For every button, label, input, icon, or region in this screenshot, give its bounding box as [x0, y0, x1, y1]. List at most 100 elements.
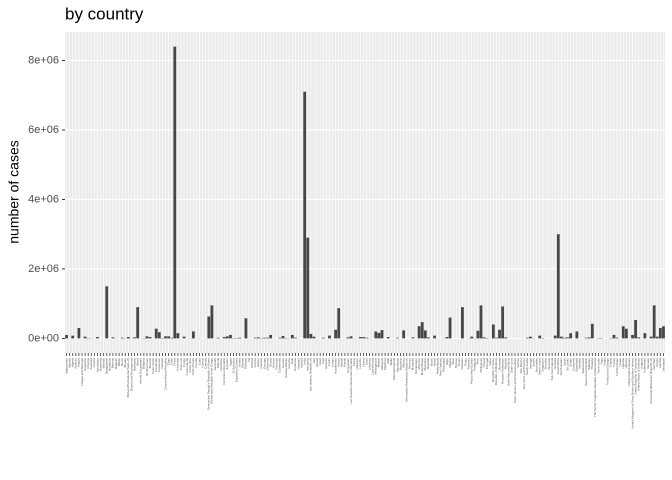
x-tick-label: Guatemala [278, 358, 282, 373]
bar [154, 328, 158, 339]
bar [615, 337, 619, 339]
x-tick-label: Namibia [426, 358, 430, 369]
bar [210, 305, 214, 339]
bar [176, 333, 180, 339]
x-tick-label: Monaco [408, 358, 412, 369]
x-tick-label: Bosnia and Herzegovina [129, 358, 133, 391]
x-tick-label: Poland [482, 358, 486, 368]
x-tick-label: Iraq [312, 358, 316, 364]
bar [566, 337, 569, 339]
x-tick-label: Netherlands [435, 358, 439, 375]
x-tick-label: Saint Vincent and the Grenadines [513, 358, 517, 403]
x-tick-label: Bahamas [98, 358, 102, 371]
x-tick-label: Trinidad and Tobago [606, 358, 610, 386]
x-tick-label: Kyrgyzstan [346, 358, 350, 373]
x-tick-label: Armenia [86, 358, 90, 370]
bar [157, 332, 161, 339]
x-tick-label: United Arab Emirates [627, 358, 631, 387]
bar [328, 335, 331, 339]
x-tick-label: Rwanda [504, 358, 508, 369]
bar [105, 286, 109, 339]
x-tick-label: Egypt [228, 358, 232, 366]
bar [649, 336, 653, 339]
bar [427, 337, 430, 339]
x-tick-label: Turkmenistan [615, 358, 619, 376]
bar [498, 329, 501, 339]
x-tick-label: Tajikistan [587, 358, 591, 371]
bar [253, 337, 257, 339]
x-tick-label: Zambia [658, 358, 662, 368]
x-tick-label: Tunisia [609, 358, 613, 368]
bar [346, 337, 350, 339]
x-tick-label: Samoa [516, 358, 520, 368]
bar [386, 337, 390, 339]
x-tick-label: Cyprus [200, 358, 204, 368]
x-tick-label: Nicaragua [442, 358, 446, 372]
x-tick-label: Bangladesh [105, 358, 109, 374]
x-tick-label: Brazil [135, 358, 139, 366]
x-tick-label: Costa Rica [188, 358, 192, 373]
x-tick-label: Austria [92, 358, 96, 368]
x-tick-label: Australia [89, 358, 93, 370]
x-tick-label: South Sudan [559, 358, 563, 376]
x-tick-label: Lesotho [358, 358, 362, 369]
x-tick-label: Liberia [361, 358, 365, 367]
bar [420, 322, 424, 339]
bar [182, 336, 186, 339]
bar [402, 330, 406, 339]
x-tick-label: Canada [160, 358, 164, 369]
x-tick-label: Croatia [194, 358, 198, 368]
x-tick-label: Iceland [299, 358, 303, 368]
x-tick-label: Uruguay [640, 358, 644, 370]
bar [229, 334, 232, 339]
x-tick-label: Luxembourg [371, 358, 375, 375]
bar [433, 335, 436, 339]
bar [77, 327, 81, 339]
x-tick-label: Guyana [287, 358, 291, 369]
x-tick-label: Spain [562, 358, 566, 366]
x-tick-label: Saint Lucia [510, 358, 514, 373]
x-tick-label: Chile [169, 358, 173, 365]
bar [374, 331, 378, 339]
x-tick-label: Bulgaria [142, 358, 146, 369]
x-tick-label: Chad [166, 358, 170, 366]
x-tick-label: Cameroon [157, 358, 161, 372]
bar [624, 328, 628, 339]
x-tick-label: El Salvador [231, 358, 235, 373]
bar [96, 337, 99, 339]
x-tick-label: Honduras [293, 358, 297, 372]
x-tick-label: Senegal [528, 358, 532, 369]
bar [643, 333, 647, 339]
bar [294, 337, 297, 339]
x-tick-label: Benin [120, 358, 124, 366]
bar [256, 337, 260, 339]
x-tick-label: Slovakia [544, 358, 548, 370]
x-tick-label: Comoros [179, 358, 183, 371]
bar [417, 326, 421, 339]
x-tick-label: Equatorial Guinea [234, 358, 238, 382]
x-tick-label: Cook Islands [185, 358, 189, 376]
bar [216, 337, 220, 339]
x-tick-label: Finland [250, 358, 254, 368]
x-tick-label: Dominican Republic [222, 358, 226, 385]
x-tick-label: Malawi [377, 358, 381, 368]
bar [411, 337, 415, 339]
bar [266, 337, 269, 339]
x-tick-label: Gabon [256, 358, 260, 367]
bar [423, 330, 427, 339]
x-tick-label: Viet Nam [652, 358, 656, 371]
bar [312, 336, 316, 339]
x-tick-label: Sierra Leone [538, 358, 542, 376]
x-tick-label: Myanmar [423, 358, 427, 371]
x-tick-label: Sri Lanka [565, 358, 569, 371]
x-tick-label: United Republic of Tanzania [633, 358, 637, 396]
x-tick-label: Tonga [602, 358, 606, 367]
bar [269, 334, 273, 339]
x-tick-label: Nepal [432, 358, 436, 366]
x-tick-label: Guinea [281, 358, 285, 368]
bar [278, 337, 282, 339]
x-tick-label: Somalia [553, 358, 557, 369]
bar [164, 336, 167, 339]
x-tick-label: Colombia [176, 358, 180, 371]
x-tick-label: Portugal [485, 358, 489, 370]
